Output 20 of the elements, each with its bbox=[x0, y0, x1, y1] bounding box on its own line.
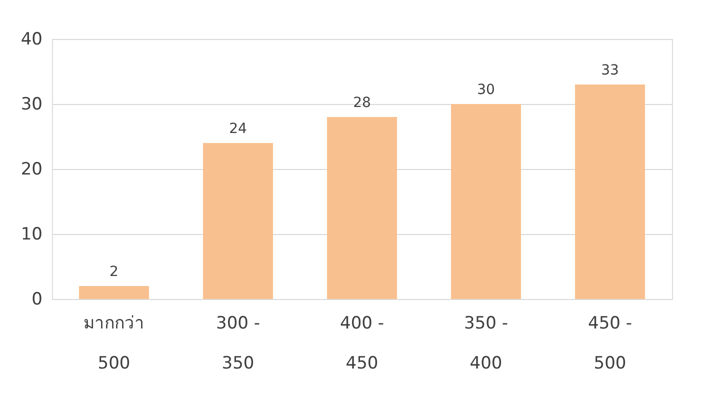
y-tick-label: 20 bbox=[20, 160, 42, 180]
x-tick-label: 450 - 500 bbox=[588, 314, 632, 374]
y-tick-label: 0 bbox=[32, 290, 42, 310]
bar bbox=[79, 286, 149, 299]
x-tick-label: 300 - 350 bbox=[216, 314, 260, 374]
bar bbox=[575, 84, 645, 299]
data-label: 24 bbox=[229, 121, 247, 137]
x-tick-label: 400 - 450 bbox=[340, 314, 384, 374]
bar bbox=[327, 117, 397, 299]
y-tick-label: 10 bbox=[20, 224, 42, 244]
bar bbox=[203, 143, 273, 299]
data-label: 30 bbox=[477, 82, 495, 98]
data-label: 2 bbox=[110, 264, 118, 280]
data-label: 33 bbox=[601, 62, 619, 78]
data-label: 28 bbox=[353, 95, 371, 111]
y-tick-label: 30 bbox=[20, 94, 42, 114]
bar bbox=[451, 104, 521, 299]
y-tick-label: 40 bbox=[20, 30, 42, 50]
x-tick-label: 350 - 400 bbox=[464, 314, 508, 374]
x-tick-label: มากกว่า 500 bbox=[84, 314, 144, 374]
